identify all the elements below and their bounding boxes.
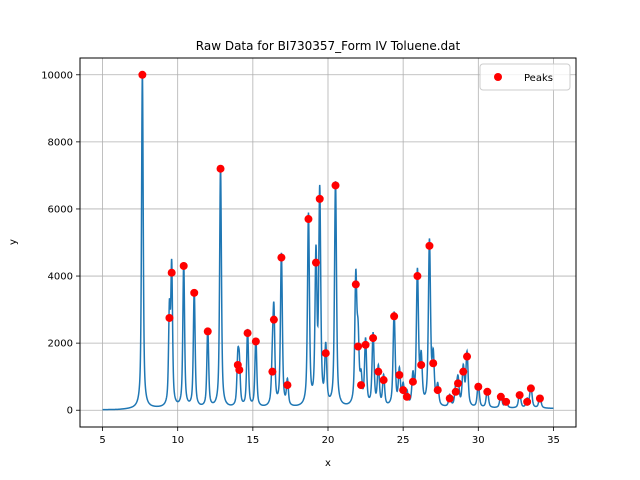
peak-marker <box>304 215 313 224</box>
peak-marker <box>399 386 408 395</box>
peak-marker <box>351 280 360 289</box>
y-tick-label: 6000 <box>48 204 73 215</box>
peak-marker <box>235 365 244 374</box>
x-tick-label: 20 <box>322 435 335 446</box>
peak-marker <box>321 349 330 358</box>
x-axis-label: x <box>325 458 331 469</box>
peak-marker <box>445 394 454 403</box>
peak-marker <box>190 288 199 297</box>
peak-marker <box>311 258 320 267</box>
peak-marker <box>354 342 363 351</box>
peak-marker <box>374 367 383 376</box>
peak-marker <box>454 379 463 388</box>
peak-marker <box>251 337 260 346</box>
axes: 5 10 15 20 25 30 35 0 2000 4000 6000 8000 10000 <box>41 57 577 446</box>
legend-frame <box>479 63 571 91</box>
peak-marker <box>459 367 468 376</box>
peak-marker <box>515 391 524 400</box>
peak-marker <box>433 386 442 395</box>
grid <box>80 58 576 427</box>
chart-title: Raw Data for BI730357_Form IV Toluene.da… <box>196 39 461 53</box>
peak-marker <box>167 268 176 277</box>
peak-marker <box>496 392 505 401</box>
peak-marker <box>483 387 492 396</box>
legend-marker-peaks <box>494 73 502 81</box>
y-axis-label: y <box>8 239 19 245</box>
peak-marker <box>361 340 370 349</box>
legend-label-peaks: Peaks <box>524 73 553 84</box>
peak-marker <box>283 381 292 390</box>
x-tick-label: 25 <box>397 435 410 446</box>
y-tick-label: 0 <box>67 406 73 417</box>
peak-marker <box>413 272 422 281</box>
peak-marker <box>315 194 324 203</box>
peak-marker <box>331 181 340 190</box>
peak-marker <box>268 367 277 376</box>
peak-marker <box>243 329 252 338</box>
peak-marker <box>395 371 404 380</box>
x-tick-label: 15 <box>246 435 259 446</box>
peak-marker <box>417 360 426 369</box>
peak-marker <box>502 397 511 406</box>
peak-marker <box>463 352 472 361</box>
peak-marker <box>451 387 460 396</box>
peak-marker <box>357 381 366 390</box>
y-tick-label: 10000 <box>41 70 73 81</box>
peak-marker <box>408 377 417 386</box>
peak-marker <box>425 241 434 250</box>
peak-marker <box>138 70 147 79</box>
x-tick-label: 30 <box>472 435 485 446</box>
y-tick-label: 8000 <box>48 137 73 148</box>
peak-marker <box>535 394 544 403</box>
peak-marker <box>203 327 212 336</box>
x-tick-label: 35 <box>547 435 560 446</box>
x-tick-label: 5 <box>99 435 105 446</box>
peak-marker <box>269 315 278 324</box>
peak-marker <box>165 313 174 322</box>
peak-marker <box>523 397 532 406</box>
plot-area <box>102 70 554 411</box>
peak-marker <box>179 261 188 270</box>
peak-marker <box>390 312 399 321</box>
peak-marker <box>277 253 286 262</box>
x-tick-label: 10 <box>171 435 184 446</box>
peak-marker <box>369 334 378 343</box>
y-tick-label: 2000 <box>48 339 73 350</box>
y-tick-label: 4000 <box>48 272 73 283</box>
peak-marker <box>429 359 438 368</box>
peak-marker <box>526 384 535 393</box>
peak-marker <box>474 382 483 391</box>
peak-marker <box>379 376 388 385</box>
legend: Peaks <box>479 63 571 91</box>
peak-marker <box>216 164 225 173</box>
peak-marker <box>402 392 411 401</box>
